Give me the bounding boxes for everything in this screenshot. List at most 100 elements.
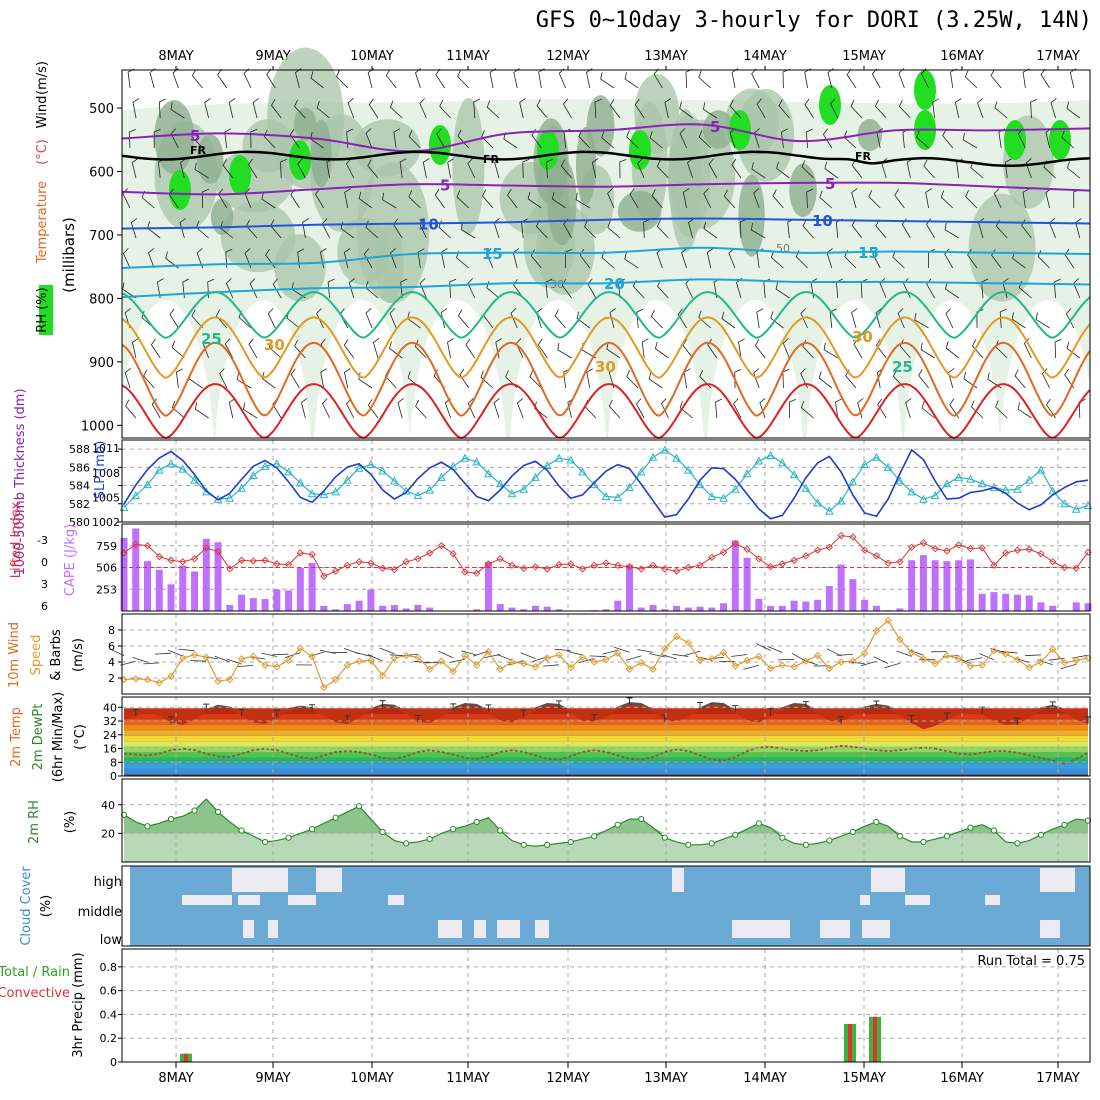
wind-barb bbox=[594, 98, 602, 119]
thickness-point bbox=[778, 458, 787, 467]
thickness-point bbox=[354, 463, 364, 472]
thickness-point bbox=[284, 467, 293, 476]
wind-barb bbox=[802, 219, 814, 239]
wind-barb bbox=[949, 398, 960, 419]
wind-barb bbox=[872, 248, 881, 269]
thickness-point bbox=[730, 484, 740, 493]
lifted-index-point bbox=[1060, 563, 1069, 572]
thickness-point bbox=[154, 465, 164, 474]
day-label-top: 12MAY bbox=[546, 49, 590, 64]
wind-speed-point bbox=[1002, 650, 1010, 658]
temp-upper-fill bbox=[124, 705, 1088, 730]
thickness-point bbox=[683, 465, 693, 474]
wind-barb bbox=[343, 248, 351, 269]
wind-barb bbox=[977, 98, 984, 119]
rh-2m-point bbox=[638, 815, 645, 823]
wind-barb bbox=[575, 192, 591, 209]
thickness-point bbox=[1060, 499, 1069, 508]
cross-section-frame bbox=[121, 69, 1091, 439]
wind-10m-barb bbox=[143, 662, 160, 665]
thickness-point bbox=[319, 490, 329, 499]
wind-10m-barb bbox=[767, 646, 783, 653]
wind-barb bbox=[1014, 369, 1026, 389]
rh-high-patch bbox=[169, 170, 191, 210]
cape-bar bbox=[990, 592, 998, 611]
wind-barb bbox=[389, 100, 403, 119]
thickness-point bbox=[343, 475, 352, 484]
wind-barb bbox=[554, 309, 566, 329]
wind-tick-label: 2 bbox=[108, 672, 115, 685]
wind-10m-barb bbox=[449, 659, 465, 663]
rh-2m-unit-label: (%) bbox=[63, 811, 78, 834]
wind-barb bbox=[944, 222, 960, 239]
wind-10m-barb bbox=[672, 653, 689, 657]
wind-speed-point bbox=[708, 655, 716, 663]
cape-bar bbox=[955, 560, 963, 611]
cape-bar bbox=[520, 609, 528, 611]
wind-barb bbox=[327, 278, 335, 299]
wind-barb bbox=[926, 278, 935, 299]
wind-speed-point bbox=[508, 658, 516, 666]
lifted-index-point bbox=[520, 564, 528, 572]
wind-speed-point bbox=[743, 656, 751, 665]
wind-barb bbox=[619, 159, 627, 179]
lifted-index-point bbox=[437, 542, 446, 550]
wind-barb bbox=[248, 338, 258, 359]
temp-minmax-mark bbox=[626, 697, 633, 705]
thickness-point bbox=[413, 491, 423, 500]
diurnal-contour bbox=[121, 341, 1091, 417]
cape-bar bbox=[308, 562, 316, 611]
wind-speed-point bbox=[1013, 655, 1022, 664]
cloud-clear-block bbox=[860, 895, 870, 905]
wind-barb bbox=[664, 98, 671, 119]
wind-10m-barb bbox=[756, 643, 771, 651]
wind-speed-point bbox=[1037, 658, 1045, 666]
wind-barb bbox=[343, 338, 355, 359]
rh-2m-point bbox=[614, 821, 621, 828]
cloud-row-label: low bbox=[100, 933, 123, 948]
wind-barb bbox=[289, 128, 300, 149]
thickness-point bbox=[707, 491, 717, 500]
wind-speed-point bbox=[296, 644, 305, 653]
wind-barb bbox=[516, 398, 524, 419]
cape-bar bbox=[120, 537, 128, 611]
cape-bar bbox=[778, 605, 786, 611]
rh-2m-line bbox=[123, 798, 1089, 847]
wind-tick-label: 4 bbox=[108, 656, 115, 669]
diurnal-contour bbox=[121, 383, 1091, 439]
cape-bar bbox=[614, 600, 622, 611]
wind-speed-point bbox=[355, 657, 363, 665]
wind-barb bbox=[688, 218, 695, 239]
day-label-bottom: 11MAY bbox=[446, 1071, 490, 1086]
lifted-index-point bbox=[202, 544, 210, 552]
thickness-line bbox=[123, 449, 1089, 512]
rh-2m-point bbox=[450, 825, 457, 833]
thickness-point bbox=[425, 485, 434, 494]
wind-barb bbox=[823, 342, 839, 359]
wind-barb bbox=[465, 338, 476, 359]
rh-2m-point bbox=[873, 818, 880, 826]
wind-barb bbox=[635, 398, 645, 419]
lifted-index-point bbox=[296, 549, 304, 557]
wind-barb bbox=[320, 368, 327, 389]
wind-barb bbox=[224, 338, 234, 359]
wind-barb bbox=[191, 129, 203, 149]
rh-moist-patch bbox=[220, 201, 296, 273]
cape-bar bbox=[1049, 605, 1057, 611]
slp-tick-label: 1005 bbox=[92, 491, 120, 504]
lifted-index-point bbox=[132, 540, 140, 548]
temp-unit-label: (°C) bbox=[73, 724, 88, 750]
wind-barb bbox=[372, 338, 380, 359]
wind-barb bbox=[879, 278, 887, 299]
temp-tick-label: 0 bbox=[110, 770, 117, 783]
rh-dry-bubble bbox=[1000, 300, 1096, 438]
wind-barb bbox=[601, 131, 615, 149]
wind-barb bbox=[447, 158, 454, 179]
wind-barb bbox=[918, 369, 929, 389]
wind-10m-barb bbox=[743, 664, 759, 670]
wind-barb bbox=[649, 131, 663, 149]
wind-barb bbox=[224, 128, 231, 149]
rh-2m-point bbox=[685, 841, 692, 848]
wind-barb bbox=[400, 278, 408, 299]
wind-barb bbox=[679, 101, 693, 119]
